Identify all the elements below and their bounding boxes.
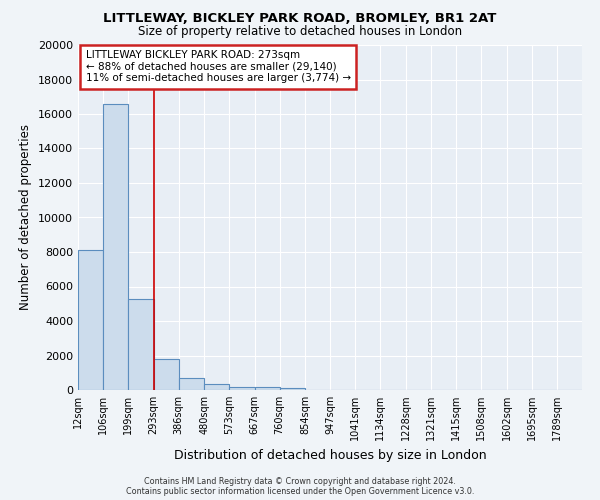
Y-axis label: Number of detached properties: Number of detached properties	[19, 124, 32, 310]
Text: LITTLEWAY BICKLEY PARK ROAD: 273sqm
← 88% of detached houses are smaller (29,140: LITTLEWAY BICKLEY PARK ROAD: 273sqm ← 88…	[86, 50, 350, 84]
Bar	[128, 298, 154, 390]
Bar	[229, 386, 254, 390]
Bar	[154, 358, 179, 390]
Text: Contains HM Land Registry data © Crown copyright and database right 2024.
Contai: Contains HM Land Registry data © Crown c…	[126, 476, 474, 496]
Bar	[280, 388, 305, 390]
Bar	[254, 387, 280, 390]
Bar	[204, 384, 229, 390]
Text: LITTLEWAY, BICKLEY PARK ROAD, BROMLEY, BR1 2AT: LITTLEWAY, BICKLEY PARK ROAD, BROMLEY, B…	[103, 12, 497, 26]
X-axis label: Distribution of detached houses by size in London: Distribution of detached houses by size …	[173, 448, 487, 462]
Bar	[179, 378, 204, 390]
Bar	[103, 104, 128, 390]
Text: Size of property relative to detached houses in London: Size of property relative to detached ho…	[138, 25, 462, 38]
Bar	[78, 250, 103, 390]
